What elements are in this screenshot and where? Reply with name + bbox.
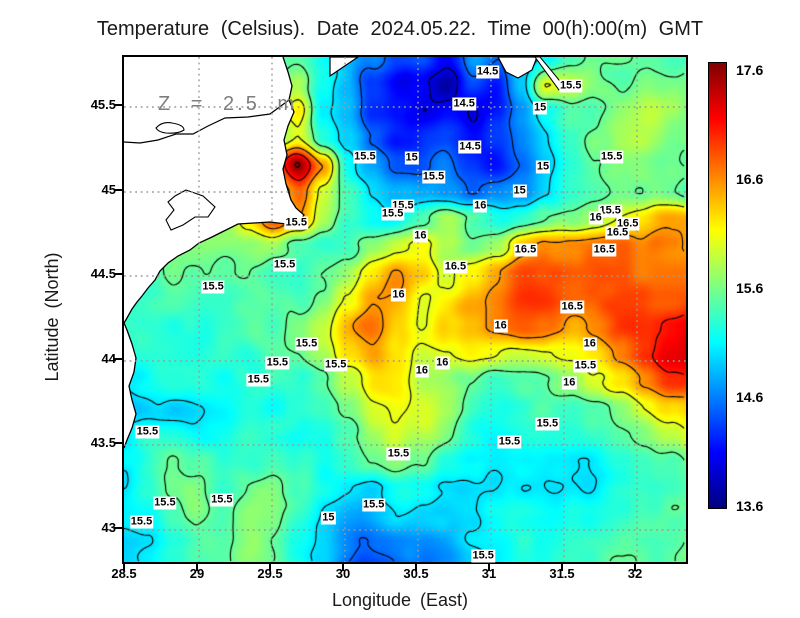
contour-label: 16 — [493, 319, 508, 333]
contour-label: 16.5 — [605, 226, 630, 240]
contour-label: 16 — [588, 211, 603, 225]
inland-lake — [155, 122, 185, 134]
lagoon-outline — [165, 189, 216, 231]
y-axis-title: Latitude (North) — [42, 252, 62, 382]
contour-label: 16.5 — [592, 243, 617, 257]
plot-title: Temperature (Celsius). Date 2024.05.22. … — [96, 18, 704, 40]
colorbar-tick-label: 16.6 — [736, 171, 764, 187]
contour-label: 15.5 — [294, 337, 319, 351]
x-tick-label: 28.5 — [111, 566, 137, 581]
contour-label: 15.5 — [386, 447, 411, 461]
x-tick-label: 31 — [481, 566, 497, 581]
contour-label: 16.5 — [513, 243, 538, 257]
x-axis-title: Longitude (East) — [331, 590, 469, 610]
y-tick-label: 45 — [101, 182, 116, 197]
contour-label: 16 — [435, 356, 450, 370]
colorbar-tick-label: 13.6 — [736, 498, 764, 514]
contour-label: 15.5 — [210, 493, 234, 507]
x-tick-label: 30.5 — [403, 566, 429, 581]
contour-label: 15 — [512, 184, 527, 197]
contour-label: 14.5 — [452, 97, 476, 111]
y-tick-label: 43 — [101, 520, 116, 535]
spit-east — [497, 57, 538, 79]
contour-label: 15.5 — [599, 150, 624, 164]
contour-label: 15 — [404, 151, 419, 165]
contour-label: 16 — [391, 288, 406, 302]
x-tick-mark — [634, 563, 636, 571]
contour-label: 14.5 — [475, 65, 500, 79]
contour-label: 16 — [413, 229, 428, 243]
spit-west — [329, 57, 360, 78]
y-tick-label: 43.5 — [90, 435, 116, 450]
contour-label: 15.5 — [573, 359, 598, 373]
x-tick-mark — [415, 563, 417, 571]
bay-shoreline — [124, 99, 290, 144]
contour-label: 15.5 — [323, 358, 348, 372]
y-tick-mark — [114, 104, 122, 106]
contour-label: 15.5 — [284, 216, 308, 230]
contour-label: 15 — [532, 101, 548, 115]
contour-label: 16 — [414, 364, 429, 378]
contour-label: 15.5 — [497, 435, 522, 449]
contour-label: 15.5 — [380, 207, 405, 221]
x-tick-label: 32 — [627, 566, 643, 581]
contour-label: 16 — [582, 337, 597, 351]
y-tick-mark — [114, 358, 122, 360]
contour-label: 15.5 — [201, 280, 225, 294]
y-tick-mark — [114, 527, 122, 529]
contour-label: 15.5 — [153, 496, 177, 510]
x-tick-mark — [488, 563, 490, 571]
contour-label: 15.5 — [421, 170, 446, 184]
x-tick-mark — [196, 563, 198, 571]
x-tick-label: 31.5 — [549, 566, 575, 581]
x-tick-label: 30 — [335, 566, 351, 581]
contour-label: 15.5 — [535, 417, 560, 431]
colorbar-tick-label: 15.6 — [736, 280, 764, 296]
contour-label: 15.5 — [361, 498, 386, 512]
contour-label: 15.5 — [246, 373, 271, 387]
colorbar — [708, 62, 727, 509]
colorbar-tick-label: 14.6 — [736, 389, 764, 405]
contour-label: 15 — [535, 160, 551, 174]
contour-label: 15.5 — [559, 79, 583, 93]
x-tick-label: 29.5 — [257, 566, 283, 581]
x-tick-mark — [123, 563, 125, 571]
x-tick-label: 29 — [189, 566, 205, 581]
land-polygon — [124, 57, 304, 448]
contour-label: 15.5 — [265, 356, 290, 370]
contour-label: 15.5 — [129, 515, 154, 529]
contour-label: 15.5 — [272, 258, 297, 272]
contour-label: 16 — [473, 199, 488, 213]
y-tick-label: 44 — [101, 351, 116, 366]
x-tick-mark — [269, 563, 271, 571]
y-tick-mark — [114, 189, 122, 191]
contour-label-layer: 14.5 14.5 14.5 15.5 15 15.5 15 15.5 15 15.5 15 15.5… — [124, 57, 686, 563]
contour-label: 14.5 — [458, 140, 482, 154]
contour-label: 16.5 — [560, 300, 584, 314]
contour-label: 16 — [562, 376, 577, 390]
contour-label: 15.5 — [135, 425, 160, 439]
map-plot-area: 14.5 14.5 14.5 15.5 15 15.5 15 15.5 15 15.5 15 15.5… — [122, 55, 688, 564]
graticule — [124, 57, 686, 562]
contour-label: 15.5 — [598, 204, 622, 218]
depth-annotation: Z = 2.5 m — [158, 93, 298, 115]
contour-label: 15.5 — [353, 150, 377, 164]
y-tick-mark — [114, 273, 122, 275]
contour-label: 15.5 — [471, 549, 495, 563]
y-tick-mark — [114, 442, 122, 444]
land-and-grid-overlay — [124, 57, 686, 562]
contour-label: 16.5 — [443, 260, 468, 274]
contour-label: 15 — [321, 511, 336, 525]
x-tick-mark — [342, 563, 344, 571]
y-tick-label: 44.5 — [90, 266, 116, 281]
colorbar-tick-label: 17.6 — [736, 62, 764, 78]
x-tick-mark — [561, 563, 563, 571]
y-tick-label: 45.5 — [90, 97, 116, 112]
